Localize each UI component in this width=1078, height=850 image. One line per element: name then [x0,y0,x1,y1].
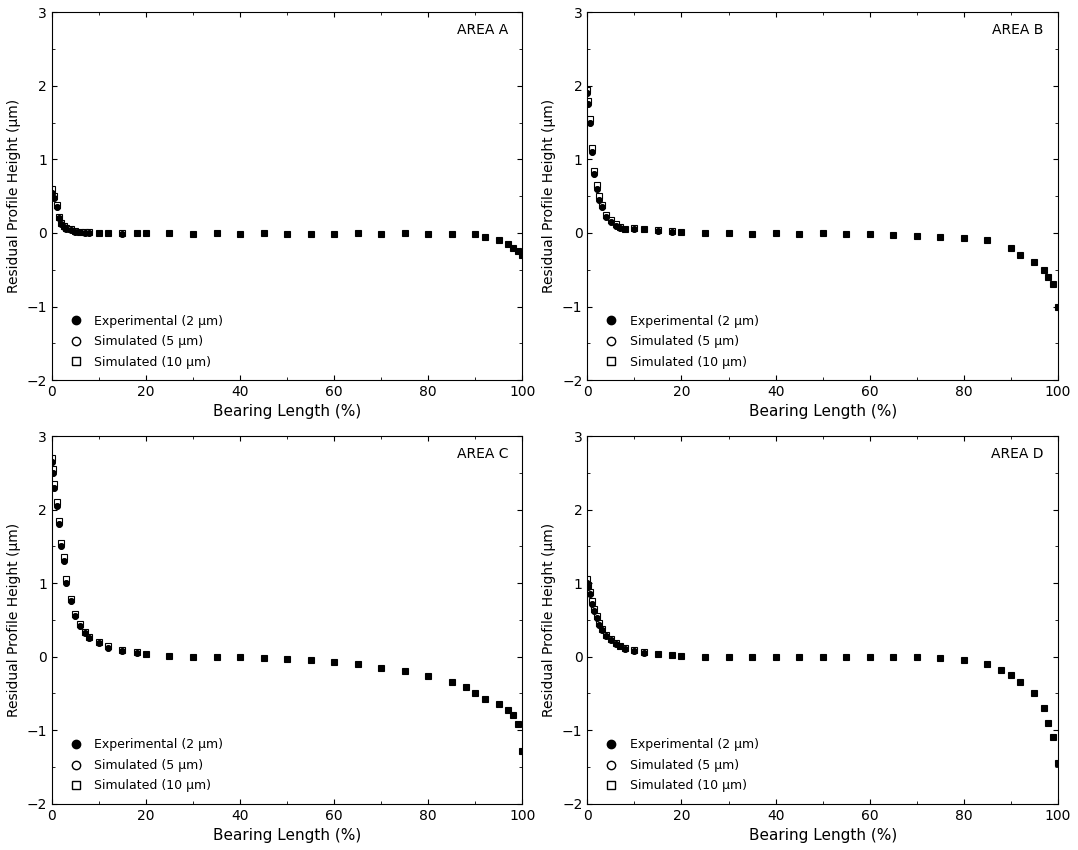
Text: AREA C: AREA C [457,447,508,461]
Y-axis label: Residual Profile Height (μm): Residual Profile Height (μm) [6,99,20,293]
Legend: Experimental (2 μm), Simulated (5 μm), Simulated (10 μm): Experimental (2 μm), Simulated (5 μm), S… [58,309,229,374]
Legend: Experimental (2 μm), Simulated (5 μm), Simulated (10 μm): Experimental (2 μm), Simulated (5 μm), S… [594,734,764,797]
X-axis label: Bearing Length (%): Bearing Length (%) [213,405,361,419]
X-axis label: Bearing Length (%): Bearing Length (%) [748,405,897,419]
Legend: Experimental (2 μm), Simulated (5 μm), Simulated (10 μm): Experimental (2 μm), Simulated (5 μm), S… [58,734,229,797]
Y-axis label: Residual Profile Height (μm): Residual Profile Height (μm) [542,523,556,717]
Y-axis label: Residual Profile Height (μm): Residual Profile Height (μm) [6,523,20,717]
Text: AREA A: AREA A [457,24,508,37]
Y-axis label: Residual Profile Height (μm): Residual Profile Height (μm) [542,99,556,293]
Text: AREA D: AREA D [992,447,1044,461]
Text: AREA B: AREA B [993,24,1044,37]
X-axis label: Bearing Length (%): Bearing Length (%) [213,828,361,843]
X-axis label: Bearing Length (%): Bearing Length (%) [748,828,897,843]
Legend: Experimental (2 μm), Simulated (5 μm), Simulated (10 μm): Experimental (2 μm), Simulated (5 μm), S… [594,309,764,374]
